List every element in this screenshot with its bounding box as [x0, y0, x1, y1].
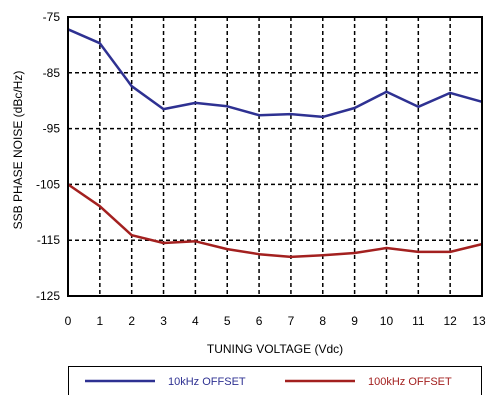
y-axis-label: SSB PHASE NOISE (dBc/Hz)	[11, 71, 25, 230]
legend-label-100khz: 100kHz OFFSET	[368, 376, 452, 388]
x-tick-label: 10	[380, 314, 394, 328]
x-tick-label: 2	[128, 314, 135, 328]
x-tick-label: 7	[288, 314, 295, 328]
x-tick-label: 3	[160, 314, 167, 328]
grid-lines	[68, 17, 482, 296]
y-tick-label: -85	[43, 66, 61, 80]
y-tick-label: -115	[37, 233, 60, 247]
series-line-10khz-offset	[67, 28, 483, 119]
x-tick-label: 6	[256, 314, 263, 328]
x-tick-label: 11	[412, 314, 425, 328]
x-axis-label: TUNING VOLTAGE (Vdc)	[207, 342, 343, 356]
series-line-100khz-offset	[67, 183, 483, 259]
x-tick-label: 4	[192, 314, 199, 328]
y-tick-labels: -75 -85 -95 -105 -115 -125	[36, 10, 60, 303]
x-tick-label: 0	[65, 314, 72, 328]
legend-box	[68, 366, 482, 395]
legend: 10kHz OFFSET 100kHz OFFSET	[68, 366, 482, 395]
x-tick-label: 8	[319, 314, 326, 328]
y-tick-label: -125	[36, 289, 60, 303]
y-tick-label: -95	[43, 122, 61, 136]
data-series	[67, 28, 483, 259]
x-tick-label: 9	[351, 314, 358, 328]
x-tick-labels: 0 1 2 3 4 5 6 7 8 9 10 11 12 13	[65, 314, 486, 328]
y-tick-label: -105	[36, 177, 60, 191]
y-tick-label: -75	[43, 10, 61, 24]
x-tick-label: 5	[224, 314, 231, 328]
plot-frame	[67, 16, 483, 297]
x-tick-label: 13	[472, 314, 486, 328]
legend-label-10khz: 10kHz OFFSET	[168, 376, 246, 388]
x-tick-label: 1	[97, 314, 104, 328]
x-tick-label: 12	[443, 314, 457, 328]
